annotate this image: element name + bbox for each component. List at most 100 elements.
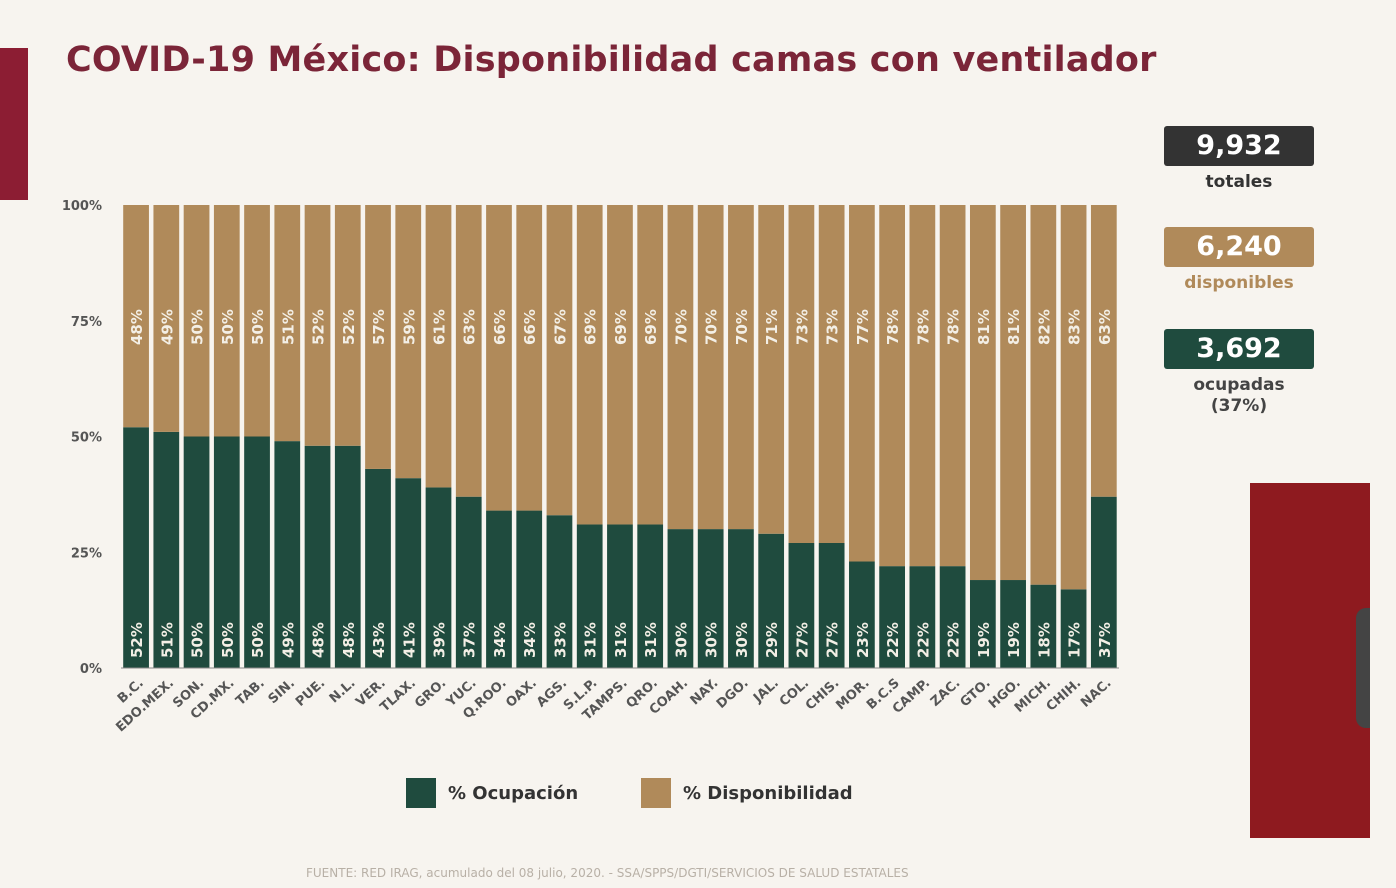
data-label-disponibilidad: 59% [400,309,418,345]
bar-disponibilidad [516,205,543,511]
bar-disponibilidad [849,205,875,562]
bar-ocupacion [758,533,785,668]
data-label-ocupacion: 51% [158,622,176,658]
bar-disponibilidad [1060,205,1087,590]
bar-disponibilidad [818,205,845,543]
data-label-ocupacion: 23% [854,622,872,658]
accent-bar [0,48,28,200]
bar-ocupacion [1030,584,1057,668]
data-label-ocupacion: 31% [582,622,600,658]
bar-ocupacion [728,529,754,668]
x-tick-label: SIN. [266,676,298,707]
data-label-ocupacion: 29% [763,622,781,658]
bar-ocupacion [667,529,694,668]
bar-ocupacion [879,566,906,668]
data-label-disponibilidad: 69% [582,309,600,345]
x-tick-label: OAX. [503,676,540,711]
data-label-disponibilidad: 73% [824,309,842,345]
stat-totales: 9,932 totales [1164,126,1314,193]
data-label-disponibilidad: 81% [975,309,993,345]
bar-disponibilidad [637,205,664,525]
x-tick-label: GRO. [412,676,449,711]
x-tick-label: N.L. [327,676,359,707]
data-label-disponibilidad: 66% [491,309,509,345]
bar-disponibilidad [425,205,452,488]
bar-disponibilidad [1030,205,1057,585]
data-label-ocupacion: 22% [914,622,932,658]
data-label-disponibilidad: 52% [340,309,358,345]
bar-disponibilidad [939,205,966,567]
disponibles-label: disponibles [1184,273,1294,293]
bar-ocupacion [788,542,815,668]
bar-disponibilidad [455,205,482,497]
page-title: COVID-19 México: Disponibilidad camas co… [66,40,1157,80]
bar-ocupacion [576,524,603,668]
data-label-ocupacion: 22% [884,622,902,658]
bar-disponibilidad [758,205,785,534]
data-label-disponibilidad: 49% [158,309,176,345]
speaker [1356,608,1370,728]
data-label-ocupacion: 22% [945,622,963,658]
data-label-disponibilidad: 66% [521,309,539,345]
legend-label-disponibilidad: % Disponibilidad [683,782,853,804]
x-tick-label: ZAC. [928,676,963,710]
data-label-disponibilidad: 70% [733,309,751,345]
bar-ocupacion [395,478,422,668]
x-tick-label: JAL. [750,676,782,707]
y-tick-label: 75% [71,315,102,330]
data-label-ocupacion: 48% [340,622,358,658]
data-label-disponibilidad: 70% [703,309,721,345]
data-label-disponibilidad: 77% [854,309,872,345]
x-tick-label: PUE. [293,676,328,710]
bar-disponibilidad [274,205,301,442]
data-label-ocupacion: 30% [672,622,690,658]
x-tick-label: DGO. [714,676,752,712]
bar-ocupacion [546,515,573,668]
bar-ocupacion [274,441,301,668]
bar-ocupacion [334,445,361,668]
data-label-ocupacion: 50% [249,622,267,658]
data-label-disponibilidad: 50% [219,309,237,345]
data-label-disponibilidad: 69% [642,309,660,345]
bar-ocupacion [244,436,270,668]
data-label-ocupacion: 52% [128,622,146,658]
bar-ocupacion [183,436,210,668]
y-tick-label: 25% [71,546,102,561]
bar-disponibilidad [183,205,210,437]
bar-ocupacion [969,580,996,668]
stat-ocupadas: 3,692 ocupadas (37%) [1164,329,1314,417]
data-label-disponibilidad: 82% [1035,309,1053,345]
bar-disponibilidad [153,205,180,432]
bar-ocupacion [939,566,966,668]
data-label-ocupacion: 31% [642,622,660,658]
data-label-ocupacion: 50% [189,622,207,658]
data-label-disponibilidad: 78% [884,309,902,345]
bar-ocupacion [909,566,936,668]
bar-ocupacion [818,542,845,668]
y-tick-label: 0% [80,662,102,677]
data-label-disponibilidad: 78% [914,309,932,345]
bar-ocupacion [1000,580,1026,668]
bar-disponibilidad [395,205,422,479]
bar-ocupacion [304,445,331,668]
data-label-ocupacion: 17% [1066,622,1084,658]
bar-disponibilidad [1090,205,1117,497]
data-label-disponibilidad: 51% [279,309,297,345]
bar-disponibilidad [546,205,573,516]
data-label-ocupacion: 30% [703,622,721,658]
bar-disponibilidad [334,205,361,446]
bar-disponibilidad [365,205,391,469]
bar-ocupacion [637,524,664,668]
bar-ocupacion [607,524,633,668]
data-label-disponibilidad: 57% [370,309,388,345]
data-label-ocupacion: 34% [521,622,539,658]
data-label-disponibilidad: 71% [763,309,781,345]
data-label-disponibilidad: 83% [1066,309,1084,345]
bar-ocupacion [123,427,149,668]
data-label-ocupacion: 19% [1005,622,1023,658]
data-label-disponibilidad: 73% [793,309,811,345]
data-label-disponibilidad: 69% [612,309,630,345]
x-tick-label: NAC. [1078,676,1114,711]
ocupadas-percent: (37%) [1210,396,1268,416]
